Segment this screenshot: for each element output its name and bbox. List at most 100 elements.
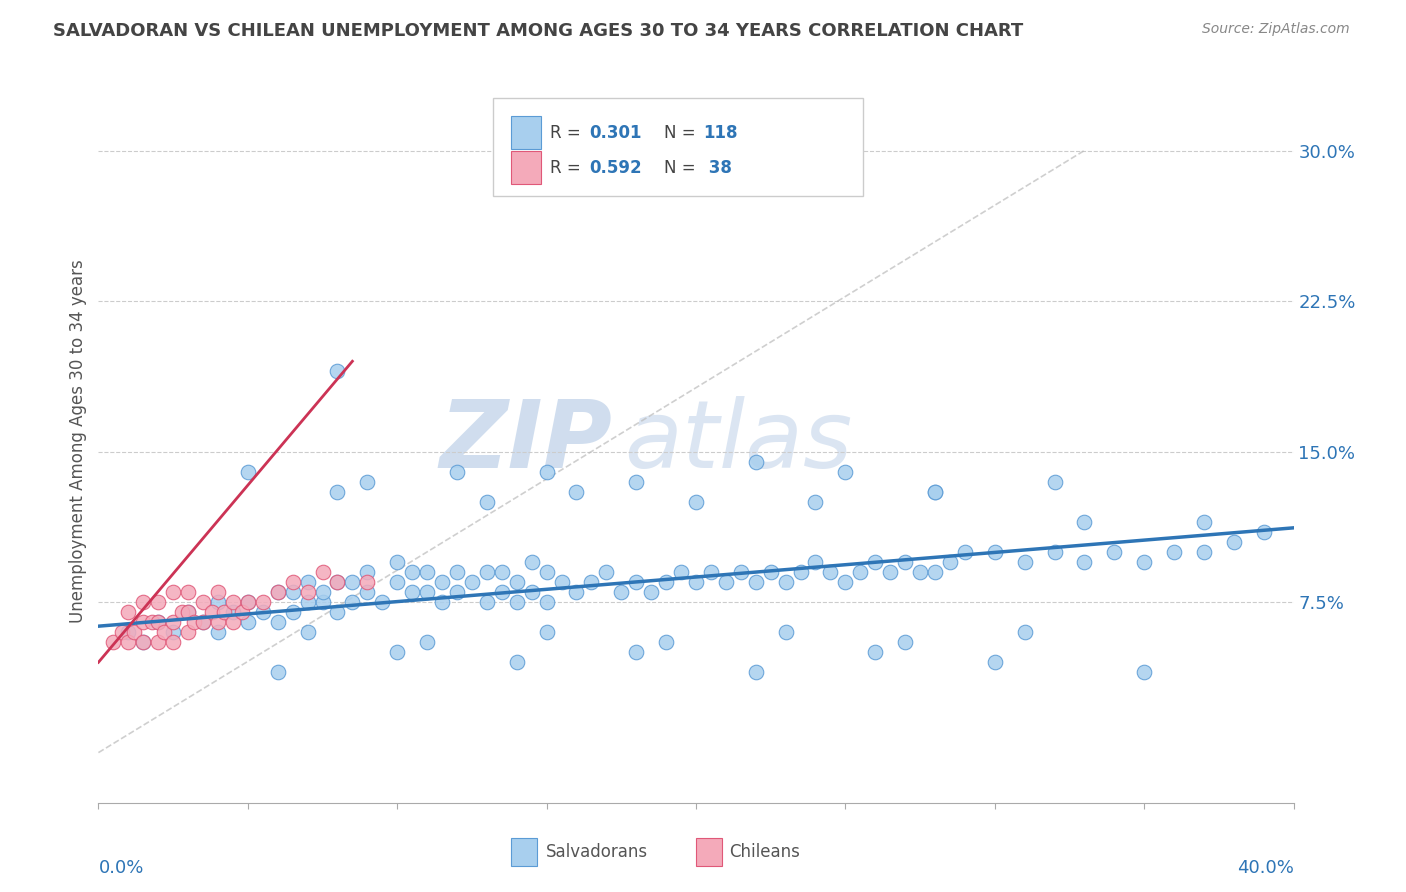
Point (1073, 515, 1095, 529)
Point (565, 585, 588, 599)
Point (172, 605, 194, 619)
Point (1043, 545, 1066, 559)
Point (103, 635, 125, 649)
Point (297, 585, 319, 599)
Point (804, 494, 827, 508)
Point (550, 575, 572, 590)
Point (730, 565, 752, 579)
Point (865, 645, 887, 659)
Text: 0.592: 0.592 (589, 159, 643, 177)
Point (849, 565, 872, 579)
Point (908, 565, 931, 579)
Point (610, 585, 633, 599)
Point (745, 575, 768, 590)
Point (177, 605, 200, 619)
Point (148, 615, 170, 630)
Point (201, 605, 224, 619)
Point (416, 635, 439, 649)
Point (117, 625, 139, 640)
Point (714, 575, 737, 590)
Text: 40.0%: 40.0% (1237, 859, 1294, 877)
Point (252, 595, 274, 609)
Point (356, 475, 378, 489)
Point (416, 585, 439, 599)
Point (1223, 535, 1246, 549)
Point (520, 585, 543, 599)
Point (356, 585, 378, 599)
Text: atlas: atlas (624, 396, 852, 487)
Point (1133, 555, 1156, 569)
Point (759, 565, 782, 579)
Point (222, 605, 245, 619)
Text: 118: 118 (703, 124, 738, 142)
Point (236, 465, 259, 479)
Point (939, 555, 962, 569)
Text: 38: 38 (703, 159, 733, 177)
Point (342, 595, 364, 609)
Point (626, 475, 648, 489)
Point (236, 595, 259, 609)
Point (520, 555, 543, 569)
Point (1192, 545, 1215, 559)
Bar (696, 838, 723, 865)
Point (371, 595, 394, 609)
Text: 0.301: 0.301 (589, 124, 643, 142)
Point (446, 585, 468, 599)
Point (820, 565, 842, 579)
Point (655, 575, 678, 590)
Point (626, 645, 648, 659)
Point (207, 585, 229, 599)
Point (446, 465, 468, 479)
Point (162, 635, 184, 649)
Point (297, 575, 319, 590)
Point (111, 625, 134, 640)
Point (430, 575, 453, 590)
Point (252, 605, 274, 619)
Point (117, 635, 139, 649)
Point (685, 494, 707, 508)
Point (267, 585, 290, 599)
Point (1253, 524, 1275, 539)
Point (148, 595, 170, 609)
Point (984, 655, 1007, 669)
Point (207, 625, 229, 640)
Text: 0.0%: 0.0% (98, 859, 143, 877)
Point (385, 555, 409, 569)
Point (311, 585, 333, 599)
FancyBboxPatch shape (494, 98, 863, 196)
Text: N =: N = (664, 159, 700, 177)
Point (207, 615, 229, 630)
Point (326, 484, 349, 499)
Point (117, 605, 139, 619)
Point (506, 655, 529, 669)
Point (212, 605, 235, 619)
Point (775, 575, 797, 590)
Text: ZIP: ZIP (440, 395, 613, 488)
Point (153, 625, 176, 640)
Y-axis label: Unemployment Among Ages 30 to 34 years: Unemployment Among Ages 30 to 34 years (69, 260, 87, 624)
Point (141, 615, 163, 630)
Point (207, 595, 229, 609)
Point (177, 625, 200, 640)
Point (491, 565, 513, 579)
Point (132, 595, 155, 609)
Point (685, 575, 707, 590)
Point (267, 665, 290, 680)
Bar (510, 116, 541, 149)
Point (924, 484, 946, 499)
Point (385, 645, 409, 659)
Point (297, 595, 319, 609)
Point (789, 565, 811, 579)
Point (536, 465, 558, 479)
Point (236, 595, 259, 609)
Point (124, 625, 146, 640)
Point (356, 575, 378, 590)
Point (281, 605, 304, 619)
Point (461, 575, 484, 590)
Point (640, 585, 662, 599)
Point (1163, 545, 1185, 559)
Point (536, 625, 558, 640)
Point (475, 565, 498, 579)
Point (281, 585, 304, 599)
Point (775, 625, 797, 640)
